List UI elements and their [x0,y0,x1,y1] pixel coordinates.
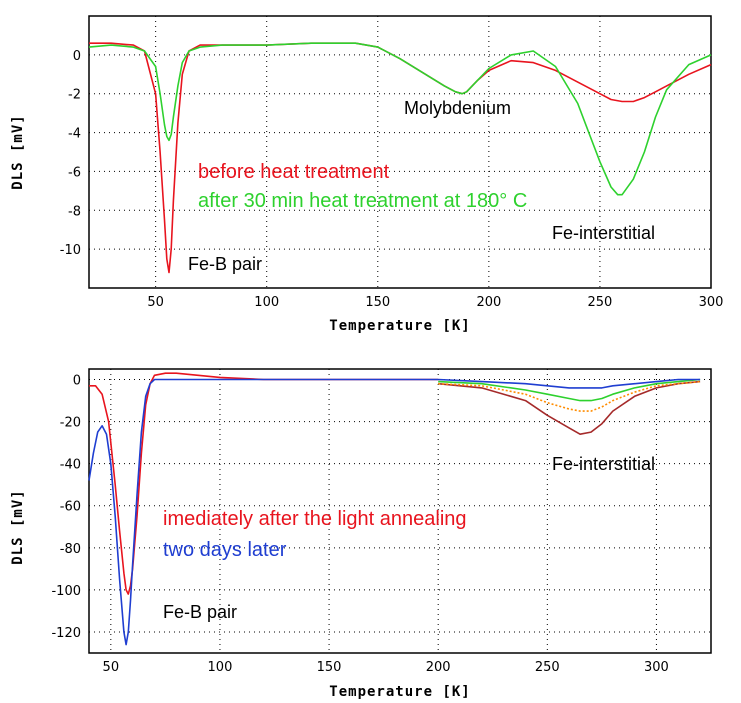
y-tick-label: -60 [60,500,81,515]
y-tick-label: 0 [73,49,81,64]
series-line-2 [438,380,701,436]
top-chart-series [88,42,712,274]
top-annotation-fe-b-pair: Fe-B pair [188,254,262,274]
bottom-chart-series [88,372,701,646]
series-line-0 [89,372,439,595]
top-chart: 50 100 150 200 250 300 0 -2 -4 -6 -8 -10 DLS [mV] T… [10,15,724,334]
y-tick-label: -100 [51,584,81,599]
bottom-chart-frame [88,368,712,654]
bottom-annotation-fe-b-pair: Fe-B pair [163,602,237,622]
x-tick-label: 150 [317,660,342,675]
y-tick-label: -120 [51,626,81,641]
y-tick-label: -80 [60,542,81,557]
x-tick-label: 300 [699,295,724,310]
y-tick-label: -10 [60,243,81,258]
y-tick-label: -8 [68,204,81,219]
x-tick-label: 200 [426,660,451,675]
series-line-1 [88,378,439,646]
series-line-3 [438,380,701,412]
top-chart-x-axis-label: Temperature [K] [329,318,470,334]
bottom-chart-x-axis-label: Temperature [K] [329,684,470,700]
x-tick-label: 200 [476,295,501,310]
x-tick-label: 300 [644,660,669,675]
top-legend-after-heat-treatment: after 30 min heat treatment at 180° C [198,190,527,212]
bottom-chart-ticks: 50 100 150 200 250 300 0 -20 -40 -60 -80 -100 -120 [51,374,668,675]
y-tick-label: -4 [68,127,81,142]
top-legend-before-heat-treatment: before heat treatment [198,161,390,183]
bottom-legend-two-days-later: two days later [163,539,287,561]
bottom-chart-y-axis-label: DLS [mV] [10,489,26,564]
x-tick-label: 100 [254,295,279,310]
x-tick-label: 250 [588,295,613,310]
y-tick-label: -6 [68,165,81,180]
top-chart-y-axis-label: DLS [mV] [10,114,26,189]
top-annotation-fe-interstitial: Fe-interstitial [552,223,655,243]
top-annotation-molybdenum: Molybdenium [404,98,511,118]
x-tick-label: 50 [147,295,164,310]
x-tick-label: 50 [103,660,120,675]
bottom-legend-immediately-after: imediately after the light annealing [163,508,467,530]
top-chart-grid [89,16,712,288]
top-chart-ticks: 50 100 150 200 250 300 0 -2 -4 -6 -8 -10 [60,49,724,310]
series-line-5 [438,378,701,389]
y-tick-label: -40 [60,458,81,473]
y-tick-label: -2 [68,88,81,103]
series-line-1 [88,42,712,196]
x-tick-label: 250 [535,660,560,675]
series-line-4 [438,378,701,402]
x-tick-label: 100 [208,660,233,675]
top-chart-frame [88,15,712,289]
bottom-annotation-fe-interstitial: Fe-interstitial [552,454,655,474]
y-tick-label: -20 [60,416,81,431]
y-tick-label: 0 [73,374,81,389]
bottom-chart: 50 100 150 200 250 300 0 -20 -40 -60 -80 -100 -120 D… [10,368,712,700]
x-tick-label: 150 [365,295,390,310]
